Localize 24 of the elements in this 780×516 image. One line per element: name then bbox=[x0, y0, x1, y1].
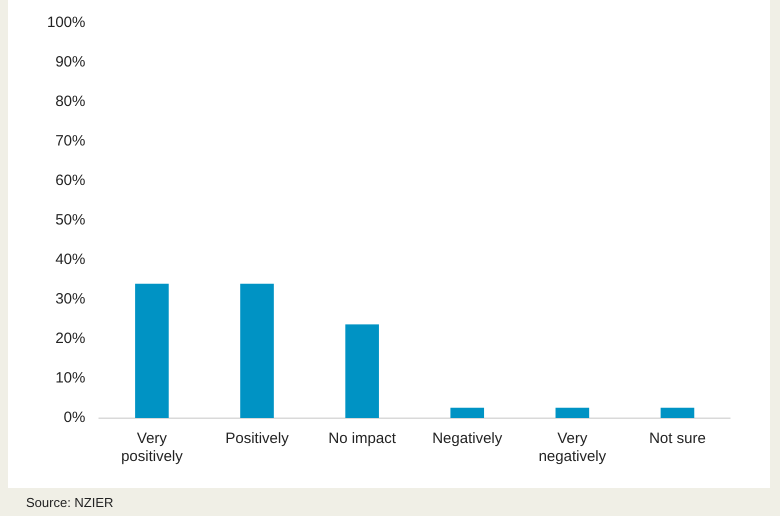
bar bbox=[135, 284, 169, 418]
bar bbox=[556, 408, 590, 418]
y-tick-label: 10% bbox=[55, 370, 86, 387]
y-tick-label: 100% bbox=[46, 14, 86, 32]
x-tick-label: Positively bbox=[225, 430, 290, 448]
y-tick-label: 80% bbox=[55, 93, 86, 110]
x-tick-label: Very positively bbox=[121, 430, 184, 466]
x-tick-label: Very negatively bbox=[538, 430, 607, 466]
y-tick-label: 0% bbox=[64, 409, 86, 426]
y-tick-label: 90% bbox=[55, 54, 86, 71]
y-tick-label: 60% bbox=[55, 172, 86, 190]
x-tick-label: Negatively bbox=[432, 430, 503, 448]
bar bbox=[240, 284, 274, 418]
y-tick-label: 50% bbox=[55, 212, 86, 229]
y-tick-label: 40% bbox=[55, 251, 86, 268]
y-tick-label: 20% bbox=[55, 330, 86, 348]
x-tick-label: No impact bbox=[328, 430, 397, 448]
source-note: Source: NZIER bbox=[26, 495, 114, 510]
bar bbox=[660, 408, 694, 418]
x-tick-label: Not sure bbox=[649, 430, 706, 448]
y-tick-label: 30% bbox=[55, 290, 86, 308]
bar bbox=[345, 324, 379, 418]
y-tick-label: 70% bbox=[55, 132, 86, 150]
bar bbox=[450, 408, 484, 418]
